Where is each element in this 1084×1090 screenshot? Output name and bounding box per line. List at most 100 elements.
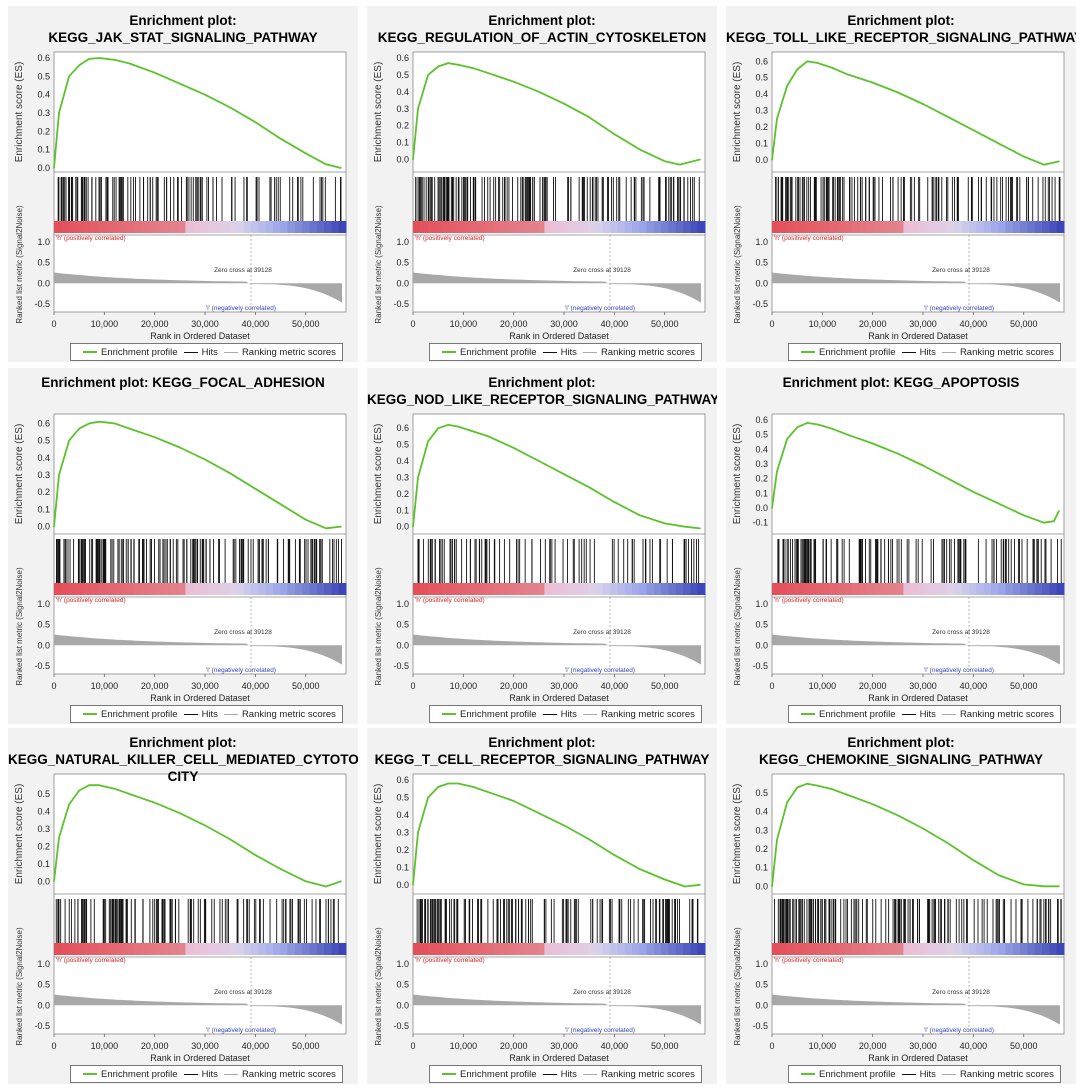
rank-colour-segment — [910, 943, 919, 955]
enrichment-chart: 0.6 0.5 0.4 0.3 0.2 0.1 0.0 'h' (positively cor… — [14, 51, 347, 341]
es-point — [340, 167, 342, 169]
es-point — [871, 81, 874, 84]
es-point — [663, 522, 666, 525]
rank-colour-segment — [551, 583, 560, 595]
plot-frame — [412, 413, 706, 675]
hits-swatch — [901, 713, 916, 715]
rank-colour-segment — [265, 943, 274, 955]
x-axis-label: Rank in Ordered Dataset — [509, 693, 609, 703]
rank-colour-segment — [331, 943, 340, 955]
enrichment-panel: 0.6 0.5 0.4 0.3 0.2 0.1 0.0 'h' (positively cor… — [367, 728, 717, 1084]
rank-colour-segment — [265, 583, 274, 595]
rank-colour-segment — [287, 943, 296, 955]
metric-axis-label: Ranked list metric (Signal2Noise) — [733, 567, 742, 686]
es-point — [512, 80, 515, 83]
x-tick-label: 50,000 — [1010, 319, 1038, 329]
rank-colour-segment — [273, 221, 281, 233]
chart-legend: Enrichment profile Hits Ranking metric sco… — [70, 343, 343, 361]
rank-colour-segment — [1020, 221, 1028, 233]
rank-colour-segment — [661, 583, 669, 595]
x-tick-label: 20,000 — [859, 1041, 887, 1051]
metric-axis-label: Ranked list metric (Signal2Noise) — [15, 927, 24, 1046]
rank-colour-segment — [338, 943, 347, 955]
rank-colour-segment — [1034, 943, 1043, 955]
rank-colour-segment — [258, 583, 267, 595]
rank-colour-segment — [214, 943, 223, 955]
es-axis-label: Enrichment score (ES) — [373, 62, 384, 163]
positively-correlated-label: 'h' (positively correlated) — [56, 957, 126, 964]
rank-colour-segment — [1049, 221, 1058, 233]
legend-ranking: Ranking metric scores — [241, 1068, 336, 1080]
es-point — [871, 442, 874, 445]
es-tick-label: 0.5 — [37, 436, 50, 446]
rank-colour-segment — [112, 583, 121, 595]
es-point — [53, 880, 55, 883]
x-axis-label: Rank in Ordered Dataset — [150, 331, 250, 341]
rank-colour-segment — [1042, 943, 1050, 955]
es-point — [846, 794, 849, 796]
x-tick-label: 0 — [51, 319, 56, 329]
metric-tick-label: 0.0 — [396, 640, 409, 650]
rank-colour-segment — [236, 221, 245, 233]
es-point — [412, 525, 414, 528]
es-point — [538, 460, 540, 462]
rank-colour-segment — [595, 583, 604, 595]
es-point — [776, 838, 778, 841]
metric-tick-label: 0.5 — [396, 980, 409, 990]
rank-colour-segment — [939, 583, 948, 595]
rank-colour-segment — [251, 943, 259, 955]
es-point — [796, 426, 798, 429]
ranking-swatch — [223, 351, 238, 353]
rank-colour-segment — [624, 583, 633, 595]
rank-colour-segment — [493, 221, 502, 233]
rank-colour-segment — [207, 943, 216, 955]
x-tick-label: 50,000 — [651, 681, 679, 691]
rank-colour-segment — [61, 221, 70, 233]
rank-colour-segment — [127, 943, 135, 955]
x-tick-label: 30,000 — [550, 681, 578, 691]
legend-ranking: Ranking metric scores — [600, 346, 695, 358]
x-tick-label: 20,000 — [859, 681, 887, 691]
negatively-correlated-label: 'l' (negatively correlated) — [206, 667, 276, 674]
positively-correlated-label: 'h' (positively correlated) — [415, 235, 485, 242]
rank-colour-segment — [449, 583, 458, 595]
ranking-swatch — [941, 713, 956, 715]
rank-colour-segment — [1034, 583, 1043, 595]
metric-tick-label: 0.5 — [396, 258, 409, 268]
es-tick-label: 0.4 — [755, 444, 768, 454]
rank-colour-segment — [243, 583, 252, 595]
es-point — [58, 836, 60, 839]
rank-colour-segment — [1056, 583, 1065, 595]
es-point — [563, 473, 565, 475]
rank-colour-segment — [192, 943, 201, 955]
metric-tick-label: -0.5 — [752, 661, 768, 671]
es-point — [997, 874, 1000, 876]
es-point — [776, 470, 778, 473]
rank-colour-segment — [68, 943, 77, 955]
rank-colour-segment — [229, 583, 237, 595]
chart-legend: Enrichment profile Hits Ranking metric sco… — [788, 1065, 1061, 1083]
enrichment-chart: 0.6 0.5 0.4 0.3 0.2 0.1 0.0 'h' (positively cor… — [373, 413, 706, 703]
negatively-correlated-label: 'l' (negatively correlated) — [924, 667, 994, 674]
rank-colour-segment — [653, 221, 662, 233]
chart-title: Enrichment plot: KEGG_NATURAL_KILLER_CEL… — [8, 735, 358, 784]
es-tick-label: 0.5 — [396, 792, 409, 802]
enrichment-panel: 0.6 0.5 0.4 0.3 0.2 0.1 0.0 'h' (positively cor… — [367, 6, 717, 362]
rank-colour-segment — [668, 221, 677, 233]
rank-colour-segment — [793, 943, 802, 955]
hits-swatch — [542, 1073, 557, 1075]
es-point — [179, 812, 181, 814]
rank-colour-segment — [624, 943, 633, 955]
rank-colour-segment — [324, 943, 332, 955]
rank-colour-segment — [786, 221, 795, 233]
es-point — [897, 814, 899, 817]
rank-colour-segment — [148, 583, 157, 595]
rank-colour-segment — [500, 583, 509, 595]
rank-colour-segment — [859, 221, 868, 233]
x-tick-label: 50,000 — [292, 681, 320, 691]
rank-colour-segment — [866, 943, 875, 955]
rank-colour-segment — [54, 943, 62, 955]
chart-title: Enrichment plot: KEGG_REGULATION_OF_ACTI… — [377, 13, 707, 45]
es-tick-label: 0.1 — [37, 504, 50, 514]
rank-colour-segment — [119, 583, 128, 595]
